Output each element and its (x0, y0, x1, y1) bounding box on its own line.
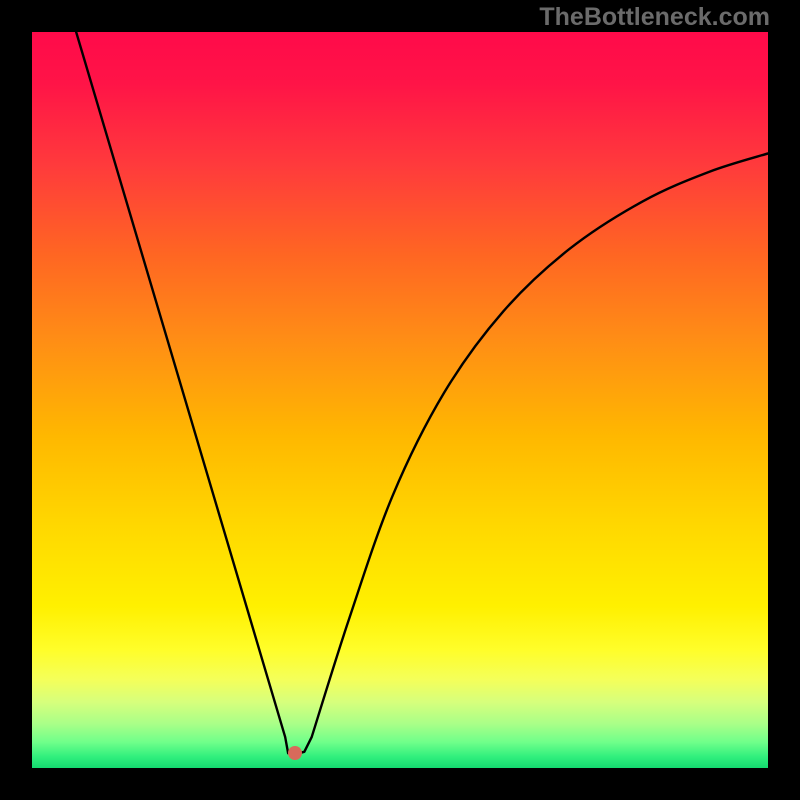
chart-frame: TheBottleneck.com (0, 0, 800, 800)
bottleneck-curve (32, 32, 768, 768)
watermark-text: TheBottleneck.com (539, 3, 770, 32)
plot-area (32, 32, 768, 768)
